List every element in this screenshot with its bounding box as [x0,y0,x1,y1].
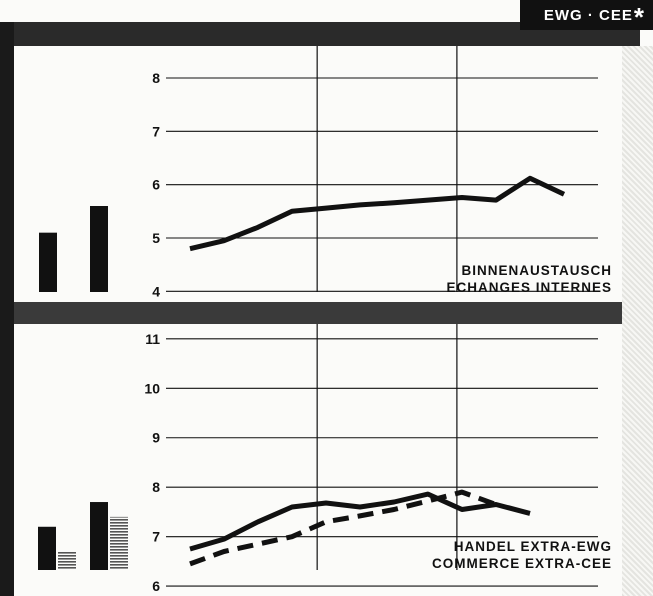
series-line-dashed [189,489,497,567]
caption-line-1: BINNENAUSTAUSCH [461,263,612,278]
y-tick-label: 11 [145,331,160,347]
side-bar [58,551,76,570]
asterisk-icon: * [633,2,645,32]
chart-internal-trade: 4 5 6 7 8 BINNENAUSTAUSCH ECHANGES INTERNES [14,46,622,302]
y-tick-label: 6 [152,578,160,594]
y-tick-label: 7 [152,123,160,139]
side-bar [90,502,108,570]
y-tick-label: 7 [152,529,160,545]
series-line [189,491,531,552]
y-tick-label: 6 [152,177,160,193]
y-tick-label: 4 [152,283,160,299]
y-tick-label: 10 [144,380,160,396]
side-bar [38,526,56,570]
side-bar [39,232,57,292]
caption-line-2: COMMERCE EXTRA-CEE [431,556,612,571]
y-tick-label: 8 [152,70,160,86]
series-line [189,175,566,252]
y-tick-label: 9 [152,430,160,446]
frame-right-shading [622,46,653,596]
caption-line-2: ECHANGES INTERNES [446,280,612,295]
frame-left-band [0,22,14,596]
caption-line-1: HANDEL EXTRA-EWG [453,539,612,554]
chart-caption: BINNENAUSTAUSCH ECHANGES INTERNES [446,262,612,296]
badge-label: EWG · CEE [543,6,633,24]
side-bar [110,516,128,570]
region-badge: EWG · CEE * [520,0,653,30]
y-tick-label: 5 [152,230,160,246]
frame-middle-band [0,302,640,324]
chart-extra-trade: 6 7 8 9 10 11 HANDEL EXTRA-EWG COMMERCE EXTRA… [14,324,622,596]
chart-extra-trade-svg: 6 7 8 9 10 11 [38,324,598,594]
side-bar [90,206,108,292]
chart-internal-trade-svg: 4 5 6 7 8 [39,46,598,299]
chart-caption: HANDEL EXTRA-EWG COMMERCE EXTRA-CEE [432,538,612,572]
y-tick-label: 8 [152,479,160,495]
